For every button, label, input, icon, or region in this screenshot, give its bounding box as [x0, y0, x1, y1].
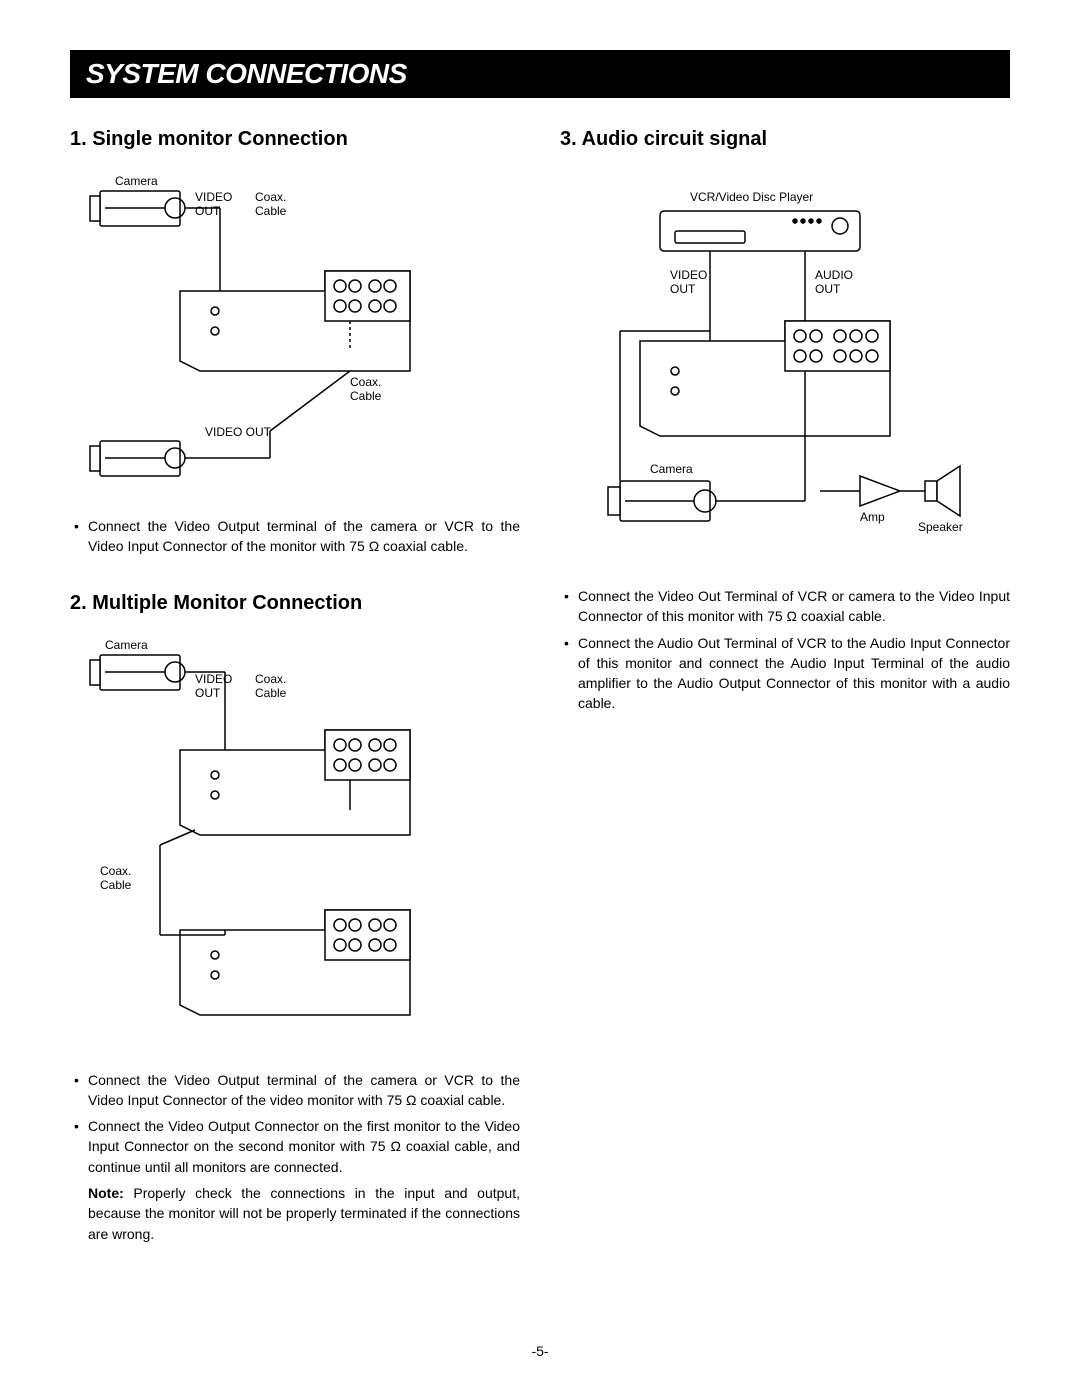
svg-text:Cable: Cable: [255, 204, 287, 218]
section2-note: Note: Properly check the connections in …: [70, 1183, 520, 1244]
label-video-out-2: VIDEO OUT: [205, 425, 272, 439]
section3-title: 3. Audio circuit signal: [560, 128, 1010, 151]
section3-bullet-2: Connect the Audio Out Terminal of VCR to…: [578, 633, 1010, 714]
svg-text:Cable: Cable: [100, 878, 132, 892]
svg-text:Cable: Cable: [350, 389, 382, 403]
label-camera-3: Camera: [650, 462, 693, 476]
label-amp: Amp: [860, 510, 885, 524]
section3-bullet-1: Connect the Video Out Terminal of VCR or…: [578, 586, 1010, 627]
section1-title: 1. Single monitor Connection: [70, 128, 520, 151]
section3-diagram: VCR/Video Disc Player VIDEO OUT AUDIO OU…: [560, 171, 1010, 571]
label-video-out-4: VIDEO: [670, 268, 707, 282]
page-header: SYSTEM CONNECTIONS: [70, 50, 1010, 98]
svg-text:OUT: OUT: [195, 686, 221, 700]
page-number: -5-: [531, 1343, 548, 1359]
section1-bullet-1: Connect the Video Output terminal of the…: [88, 516, 520, 557]
label-coax-side: Coax.: [100, 864, 131, 878]
label-camera: Camera: [115, 174, 158, 188]
note-label: Note:: [88, 1185, 124, 1201]
note-text: Properly check the connections in the in…: [88, 1185, 520, 1242]
svg-text:OUT: OUT: [195, 204, 221, 218]
section2-bullet-2: Connect the Video Output Connector on th…: [88, 1116, 520, 1177]
section2-bullet-1: Connect the Video Output terminal of the…: [88, 1070, 520, 1111]
label-speaker: Speaker: [918, 520, 963, 534]
svg-text:OUT: OUT: [815, 282, 841, 296]
section2-title: 2. Multiple Monitor Connection: [70, 592, 520, 615]
section1-diagram: Camera VIDEO OUT Coax. Cable: [70, 171, 520, 501]
label-audio-out: AUDIO: [815, 268, 853, 282]
label-coax2: Coax.: [350, 375, 381, 389]
left-column: 1. Single monitor Connection Camera VIDE…: [70, 128, 520, 1244]
section2-diagram: Camera VIDEO OUT Coax. Cable: [70, 635, 520, 1055]
svg-text:Cable: Cable: [255, 686, 287, 700]
label-vcr: VCR/Video Disc Player: [690, 190, 813, 204]
label-camera-2: Camera: [105, 638, 148, 652]
label-coax-3: Coax.: [255, 672, 286, 686]
section3-bullets: Connect the Video Out Terminal of VCR or…: [560, 586, 1010, 714]
right-column: 3. Audio circuit signal VCR/Video Disc P…: [560, 128, 1010, 1244]
content-columns: 1. Single monitor Connection Camera VIDE…: [70, 128, 1010, 1244]
label-coax: Coax.: [255, 190, 286, 204]
label-video-out-3: VIDEO: [195, 672, 232, 686]
section1-bullets: Connect the Video Output terminal of the…: [70, 516, 520, 557]
section2-bullets: Connect the Video Output terminal of the…: [70, 1070, 520, 1177]
label-video-out: VIDEO: [195, 190, 232, 204]
svg-text:OUT: OUT: [670, 282, 696, 296]
